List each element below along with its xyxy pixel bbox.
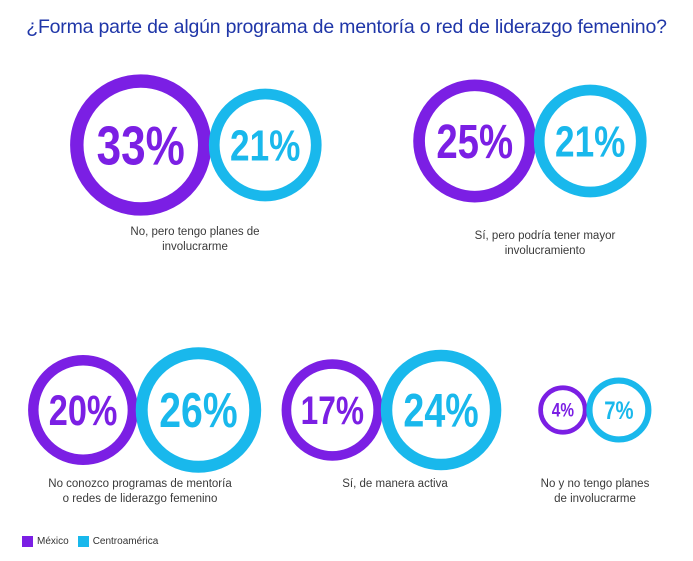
caption-group-3-line-2: o redes de liderazgo femenino <box>62 493 218 505</box>
group-3-mexico-bubble-ring <box>28 354 139 466</box>
group-5-centroamerica-value-label: 7% <box>604 396 633 425</box>
group-2-mexico-bubble-ring <box>413 79 537 203</box>
group-3-mexico-value-label: 20% <box>49 387 118 434</box>
legend-item-mexico: México <box>22 536 69 547</box>
group-4-centroamerica-value-label: 24% <box>403 384 478 437</box>
caption-group-3: No conozco programas de mentoría o redes… <box>25 477 255 507</box>
group-2-centroamerica-bubble-ring <box>533 84 647 198</box>
group-3-centroamerica-bubble-ring <box>135 347 262 473</box>
group-1-centroamerica-value-label: 21% <box>230 122 300 171</box>
caption-group-5: No y no tengo planes de involucrarme <box>520 477 670 507</box>
group-3-centroamerica-value-label: 26% <box>159 384 237 438</box>
caption-group-4: Sí, de manera activa <box>320 477 470 492</box>
group-1-centroamerica-bubble-ring <box>208 88 322 202</box>
caption-group-2: Sí, pero podría tener mayor involucramie… <box>445 229 645 259</box>
legend-swatch-mexico <box>22 536 33 547</box>
caption-group-5-line-1: No y no tengo planes <box>540 478 650 490</box>
caption-group-3-line-1: No conozco programas de mentoría <box>48 478 232 490</box>
group-5-mexico-bubble-ring <box>538 385 588 435</box>
caption-group-1-line-2: involucrarme <box>162 241 228 253</box>
group-4-centroamerica-bubble-ring <box>380 349 502 471</box>
caption-group-4-line-1: Sí, de manera activa <box>342 478 448 490</box>
chart-title: ¿Forma parte de algún programa de mentor… <box>26 16 667 38</box>
group-4-mexico-bubble-ring <box>281 359 384 461</box>
caption-group-1: No, pero tengo planes de involucrarme <box>100 225 290 255</box>
caption-group-2-line-1: Sí, pero podría tener mayor <box>474 230 616 242</box>
caption-group-1-line-1: No, pero tengo planes de <box>130 226 260 238</box>
legend-label-centroamerica: Centroamérica <box>92 536 159 547</box>
group-1-mexico-value-label: 33% <box>97 115 185 177</box>
group-1-mexico-bubble-ring <box>70 74 212 216</box>
caption-group-2-line-2: involucramiento <box>504 245 586 257</box>
legend-label-mexico: México <box>37 536 69 547</box>
group-4-mexico-value-label: 17% <box>301 389 364 433</box>
group-2-mexico-value-label: 25% <box>436 116 513 169</box>
legend-swatch-centroamerica <box>77 536 89 547</box>
legend: México Centroamérica <box>22 536 167 547</box>
group-5-centroamerica-bubble-ring <box>586 377 652 443</box>
group-5-mexico-value-label: 4% <box>552 399 574 421</box>
legend-item-centroamerica: Centroamérica <box>77 536 159 547</box>
group-2-centroamerica-value-label: 21% <box>555 118 625 167</box>
caption-group-5-line-2: de involucrarme <box>554 493 636 505</box>
